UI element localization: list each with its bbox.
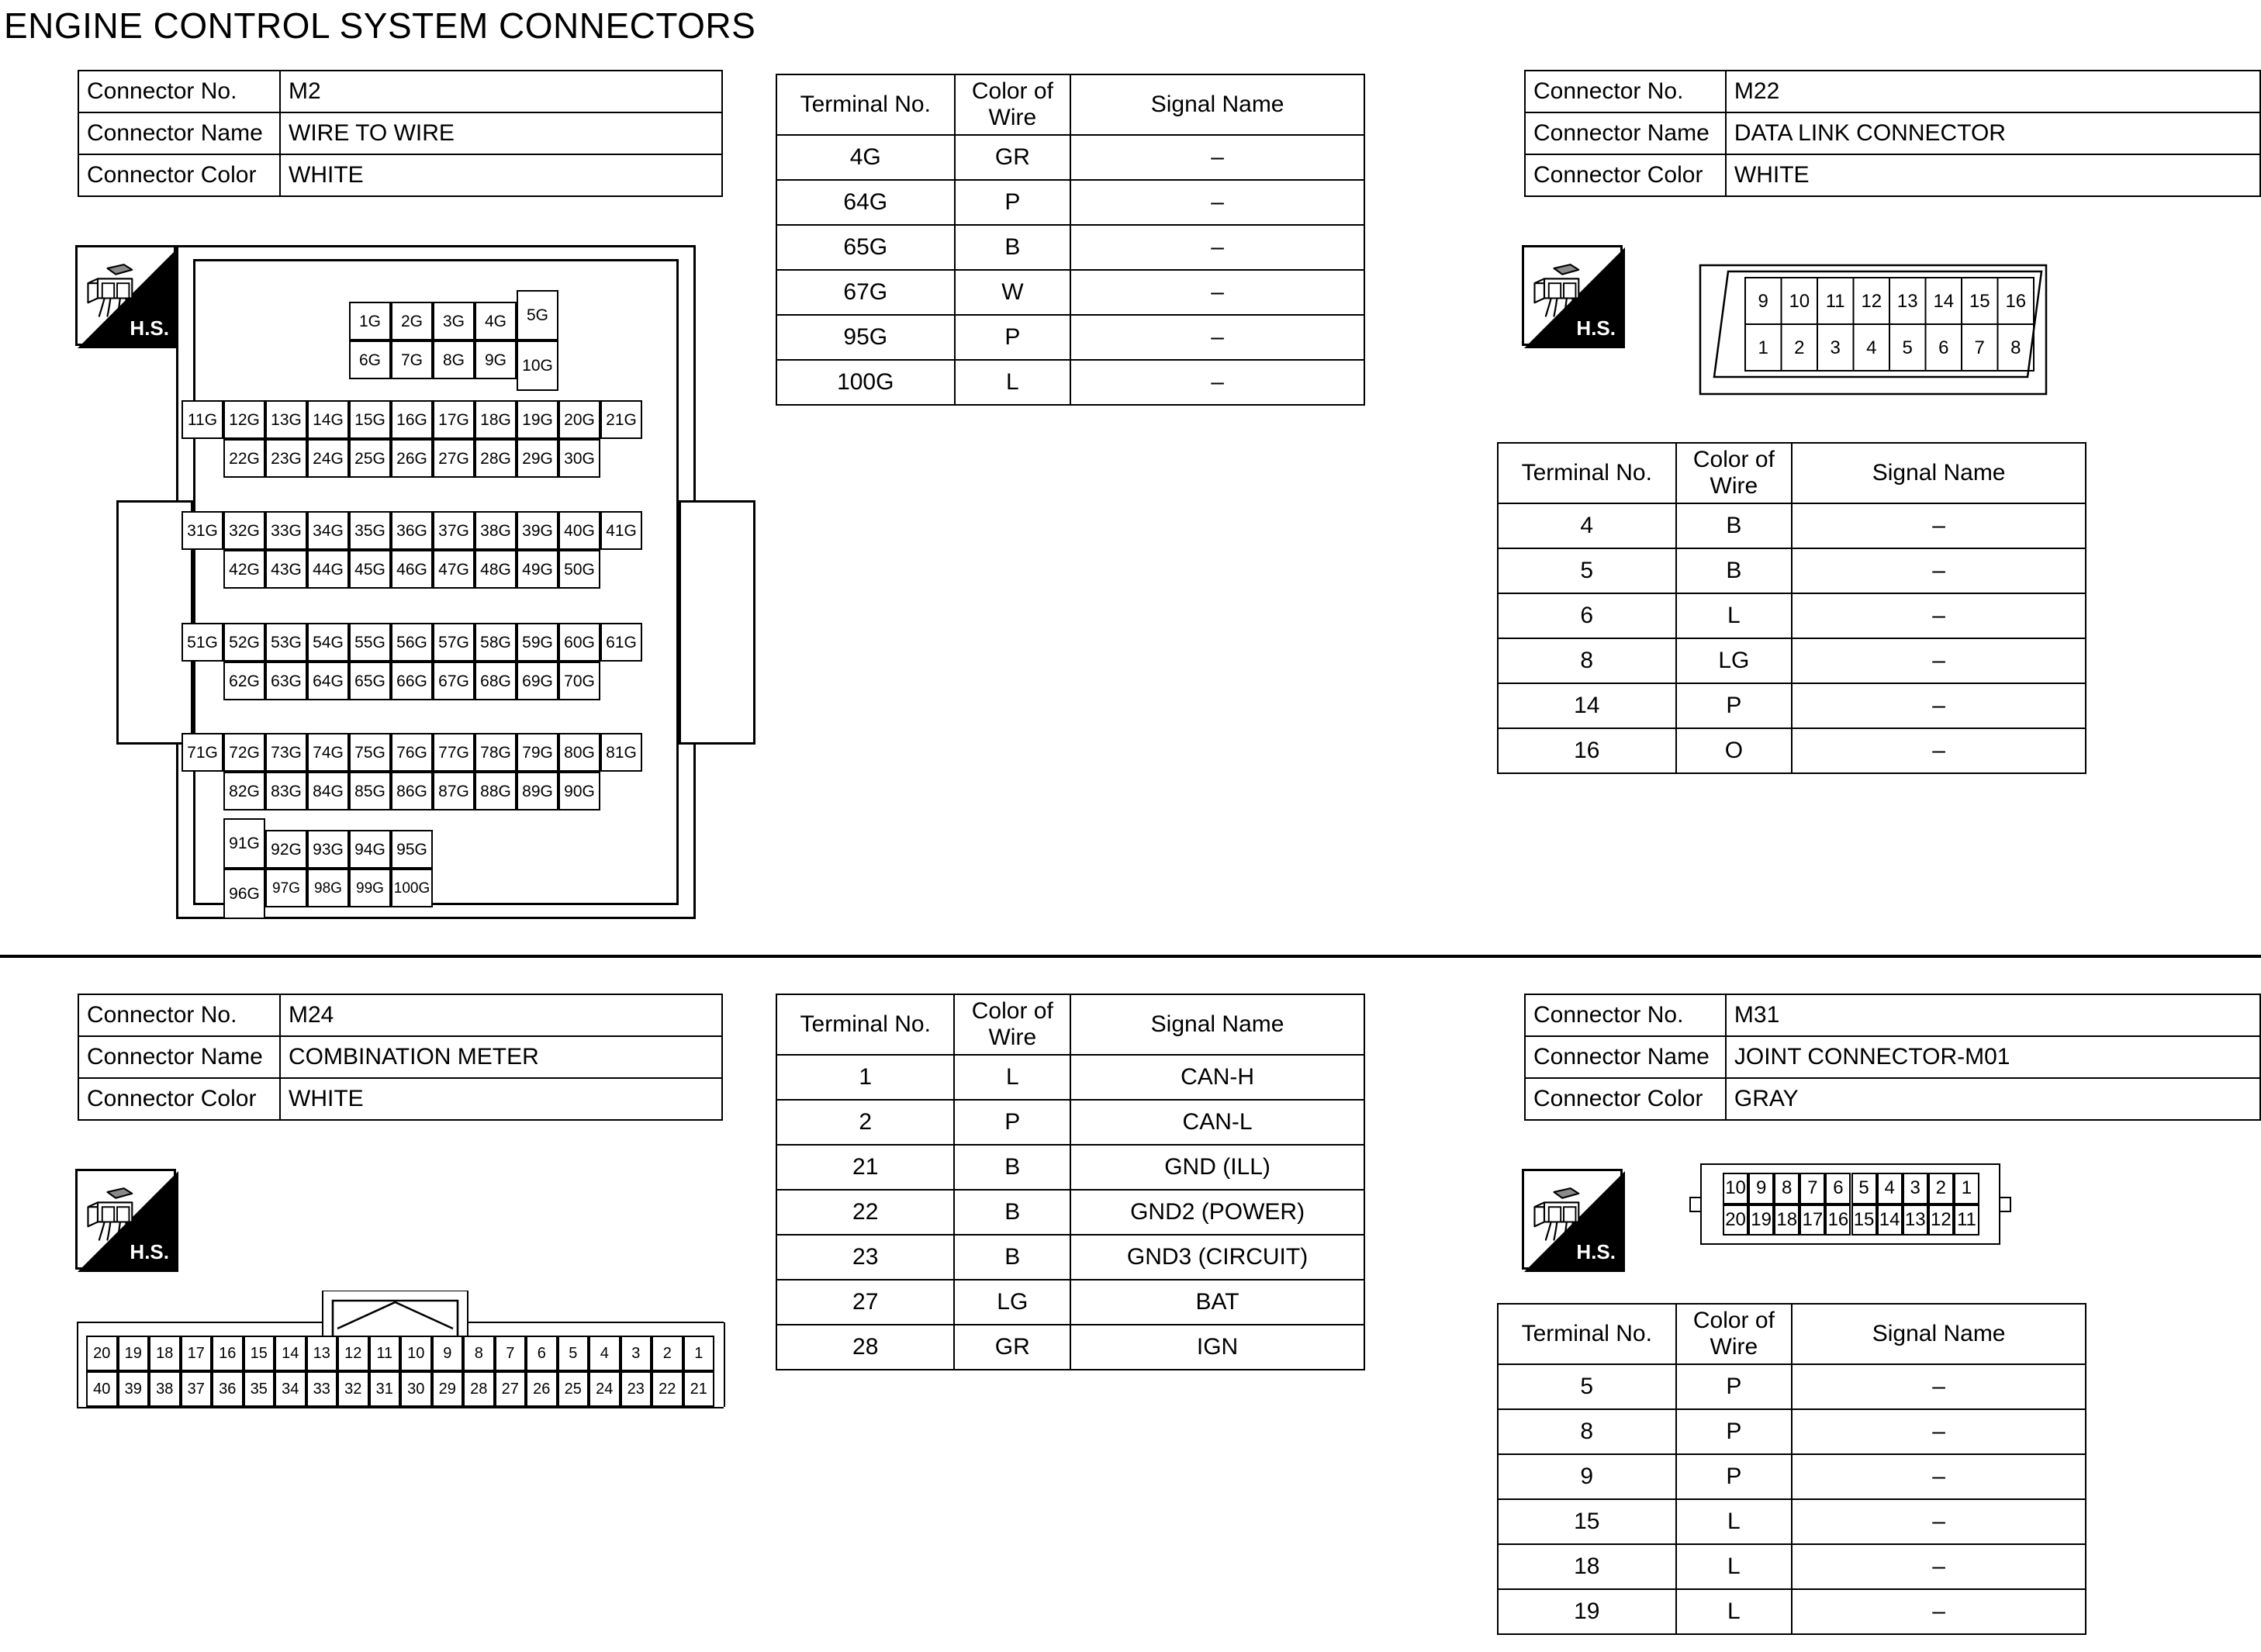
svg-text:11: 11 xyxy=(1826,291,1845,312)
svg-text:3: 3 xyxy=(1831,337,1841,358)
svg-text:6: 6 xyxy=(1938,337,1948,358)
svg-text:8: 8 xyxy=(2010,337,2021,358)
svg-text:13: 13 xyxy=(1897,291,1918,312)
svg-text:10: 10 xyxy=(1789,291,1810,312)
svg-text:12: 12 xyxy=(1861,291,1882,312)
svg-text:15: 15 xyxy=(1969,291,1990,312)
svg-text:14: 14 xyxy=(1933,291,1954,312)
svg-text:7: 7 xyxy=(1975,337,1985,358)
svg-text:4: 4 xyxy=(1866,337,1876,358)
svg-text:16: 16 xyxy=(2005,291,2026,312)
svg-text:1: 1 xyxy=(1758,337,1768,358)
svg-text:2: 2 xyxy=(1794,337,1804,358)
svg-text:9: 9 xyxy=(1758,291,1768,312)
svg-text:5: 5 xyxy=(1903,337,1913,358)
